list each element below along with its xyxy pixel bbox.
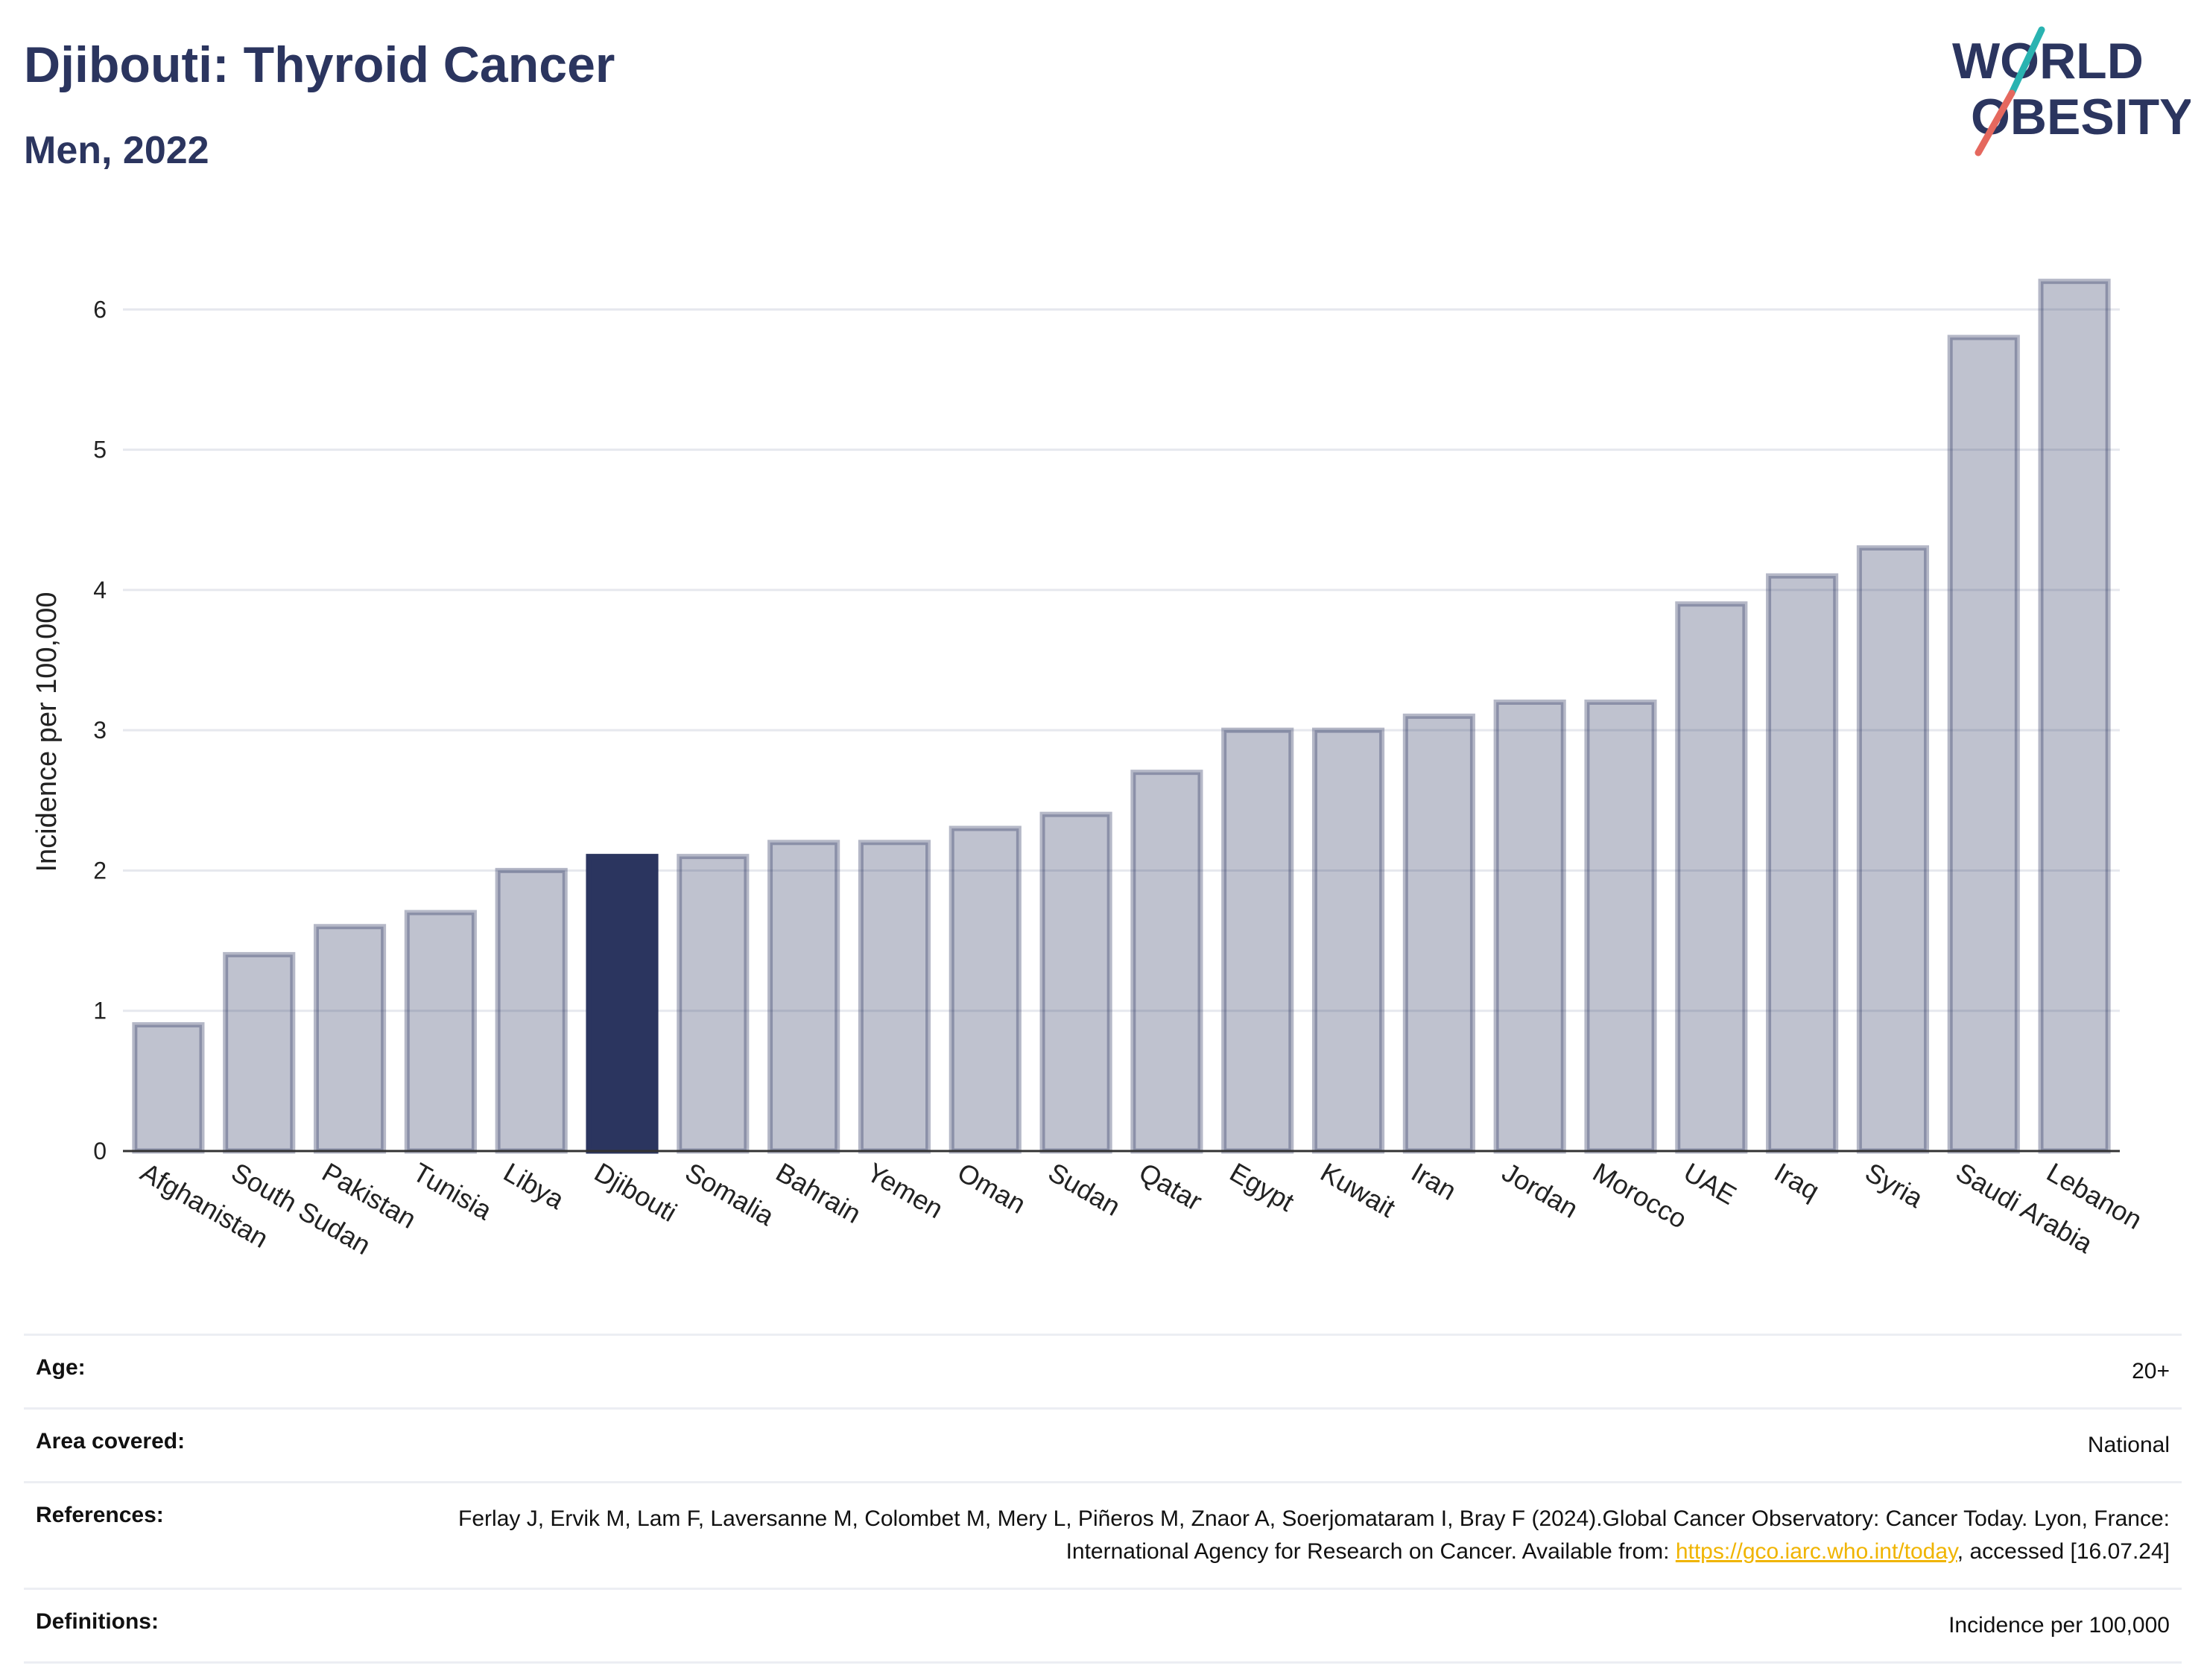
bar-djibouti [586, 854, 659, 1154]
bar-iran [1402, 713, 1475, 1154]
bar-morocco [1584, 700, 1657, 1154]
bar-uae [1675, 601, 1748, 1154]
bar-tunisia [404, 910, 477, 1154]
y-tick-label: 4 [93, 577, 107, 603]
age-value: 20+ [2132, 1359, 2170, 1383]
y-tick-label: 6 [93, 296, 107, 323]
bar-pakistan [313, 924, 387, 1154]
x-tick-label: Oman [952, 1156, 1030, 1220]
chart-title: Djibouti: Thyroid Cancer [24, 37, 615, 93]
bars [132, 279, 2111, 1154]
x-tick-label: Djibouti [589, 1156, 682, 1228]
y-tick-label: 3 [93, 717, 107, 744]
bar-iraq [1766, 573, 1839, 1154]
bar-jordan [1493, 700, 1566, 1154]
y-tick-label: 5 [93, 437, 107, 463]
area-label: Area covered: [36, 1429, 186, 1454]
bar-libya [495, 867, 568, 1154]
bar-south-sudan [223, 951, 296, 1154]
bar-yemen [858, 840, 931, 1154]
logo-slash-teal [2008, 26, 2045, 97]
area-value: National [2087, 1433, 2170, 1457]
x-tick-label: Bahrain [771, 1156, 867, 1229]
bar-oman [949, 825, 1022, 1154]
logo-line2: OBESITY [1971, 89, 2191, 145]
meta-row-area: Area covered: National [24, 1407, 2182, 1481]
bar-somalia [677, 854, 750, 1154]
meta-row-references: References: Ferlay J, Ervik M, Lam F, La… [24, 1481, 2182, 1588]
x-tick-label: Yemen [861, 1156, 948, 1224]
bar-sudan [1039, 811, 1112, 1154]
chart-subtitle: Men, 2022 [24, 129, 209, 172]
bar-afghanistan [132, 1022, 205, 1154]
bar-bahrain [767, 840, 840, 1154]
y-axis-title: Incidence per 100,000 [31, 592, 63, 872]
world-obesity-logo: WORLD OBESITY [1952, 26, 2191, 156]
references-text: Ferlay J, Ervik M, Lam F, Laversanne M, … [458, 1506, 2170, 1564]
x-tick-label: Libya [498, 1156, 570, 1215]
x-tick-label: Tunisia [408, 1156, 498, 1226]
x-tick-label: Kuwait [1316, 1156, 1401, 1223]
logo-line1: WORLD [1952, 33, 2144, 89]
references-value: Ferlay J, Ervik M, Lam F, Laversanne M, … [456, 1503, 2170, 1568]
definitions-value: Incidence per 100,000 [1948, 1613, 2170, 1638]
bar-egypt [1221, 727, 1294, 1154]
x-tick-label: Qatar [1134, 1156, 1207, 1217]
x-tick-label: UAE [1679, 1156, 1742, 1211]
x-tick-label: Iran [1406, 1156, 1461, 1206]
x-tick-label: Iraq [1770, 1156, 1825, 1206]
definitions-label: Definitions: [36, 1609, 159, 1634]
bar-saudi-arabia [1947, 335, 2020, 1154]
grid-lines [123, 308, 2120, 1012]
references-link[interactable]: https://gco.iarc.who.int/today [1675, 1539, 1957, 1564]
references-tail: , accessed [16.07.24] [1957, 1539, 2170, 1564]
bar-syria [1856, 545, 1930, 1154]
x-tick-label: Somalia [680, 1156, 780, 1232]
x-tick-label: Morocco [1588, 1156, 1692, 1234]
x-tick-label: Jordan [1497, 1156, 1583, 1224]
y-tick-label: 2 [93, 857, 107, 884]
bar-kuwait [1311, 727, 1385, 1154]
x-tick-label: Syria [1860, 1156, 1928, 1214]
bar-lebanon [2038, 279, 2111, 1154]
x-tick-label: Sudan [1043, 1156, 1126, 1222]
logo-slash-red [1975, 89, 2015, 156]
meta-row-definitions: Definitions: Incidence per 100,000 [24, 1588, 2182, 1664]
age-label: Age: [36, 1355, 86, 1380]
meta-row-age: Age: 20+ [24, 1334, 2182, 1407]
y-tick-label: 1 [93, 998, 107, 1024]
y-tick-label: 0 [93, 1138, 107, 1164]
references-label: References: [36, 1503, 164, 1527]
bar-qatar [1130, 770, 1203, 1154]
y-axis: 0 1 2 3 4 5 6 [93, 296, 107, 1164]
x-tick-label: Egypt [1225, 1156, 1299, 1217]
metadata-table: Age: 20+ Area covered: National Referenc… [24, 1334, 2182, 1664]
